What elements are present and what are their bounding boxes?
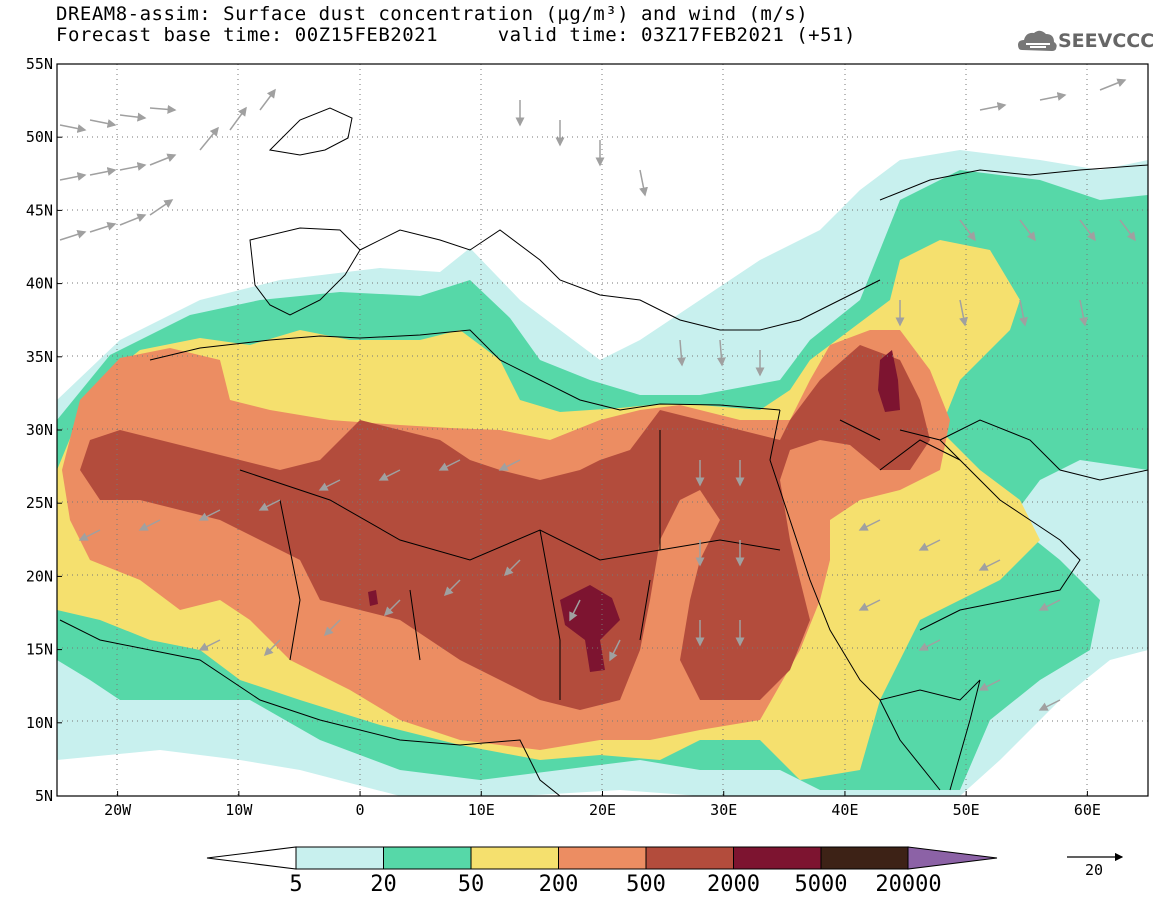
lat-axis: 5N 10N 15N 20N 25N 30N 35N 40N 45N 50N 55N — [26, 55, 62, 805]
lon-tick-label: 10W — [225, 801, 253, 819]
lon-tick-label: 20W — [104, 801, 132, 819]
colorbar-label: 2000 — [707, 872, 760, 897]
lat-tick-label: 50N — [26, 128, 53, 146]
colorbar-box — [645, 846, 734, 870]
colorbar-low-triangle — [206, 846, 297, 870]
colorbar-box — [295, 846, 384, 870]
lat-tick-label: 35N — [26, 348, 53, 366]
colorbar: 5 20 50 200 500 2000 5000 20000 — [206, 846, 998, 897]
colorbar-label: 20000 — [875, 872, 941, 897]
map-title-line2: Forecast base time: 00Z15FEB2021 valid t… — [56, 24, 856, 46]
colorbar-label: 20 — [370, 872, 397, 897]
wind-reference-label: 20 — [1085, 861, 1103, 879]
lat-tick-label: 45N — [26, 201, 53, 219]
dust-level-2000 — [560, 585, 620, 672]
colorbar-box — [820, 846, 909, 870]
logo-text: SEEVCCC — [1058, 30, 1155, 52]
dust-level-2000 — [878, 350, 900, 412]
lon-tick-label: 30E — [710, 801, 737, 819]
lat-tick-label: 55N — [26, 55, 53, 73]
wind-reference: 20 — [1067, 852, 1124, 879]
lat-tick-label: 25N — [26, 494, 53, 512]
colorbar-box — [383, 846, 472, 870]
lat-tick-label: 15N — [26, 641, 53, 659]
cloud-logo-icon — [1018, 30, 1057, 51]
lon-tick-label: 10E — [468, 801, 495, 819]
colorbar-box — [733, 846, 822, 870]
colorbar-high-triangle — [907, 846, 998, 870]
lon-tick-label: 40E — [831, 801, 858, 819]
lat-tick-label: 5N — [35, 787, 53, 805]
lat-tick-label: 30N — [26, 421, 53, 439]
lon-tick-label: 20E — [589, 801, 616, 819]
colorbar-box — [558, 846, 647, 870]
lon-tick-label: 60E — [1074, 801, 1101, 819]
lon-tick-label: 50E — [953, 801, 980, 819]
lat-tick-label: 40N — [26, 275, 53, 293]
dust-level-500 — [80, 345, 930, 710]
colorbar-label: 5000 — [795, 872, 848, 897]
colorbar-label: 200 — [539, 872, 579, 897]
colorbar-label: 50 — [458, 872, 485, 897]
lon-axis: 20W 10W 0 10E 20E 30E 40E 50E 60E — [104, 791, 1101, 819]
lat-tick-label: 10N — [26, 714, 53, 732]
lon-tick-label: 0 — [356, 801, 365, 819]
dust-level-2000 — [368, 590, 378, 606]
map-title-line1: DREAM8-assim: Surface dust concentration… — [56, 3, 809, 25]
colorbar-label: 5 — [289, 872, 302, 897]
colorbar-box — [470, 846, 559, 870]
colorbar-label: 500 — [626, 872, 666, 897]
lat-tick-label: 20N — [26, 567, 53, 585]
